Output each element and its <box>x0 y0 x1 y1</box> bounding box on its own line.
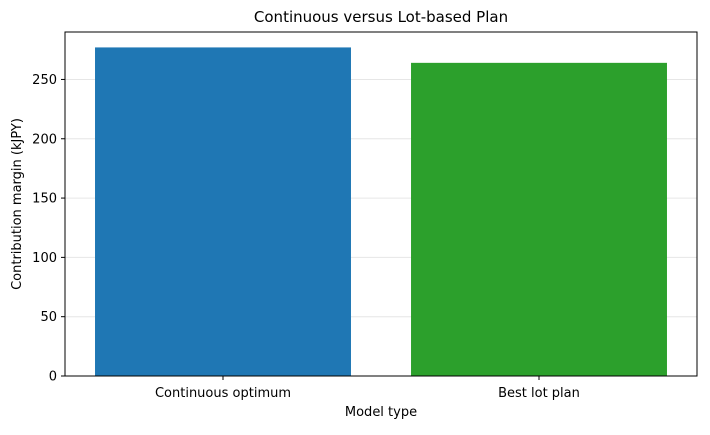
axes <box>64 31 698 377</box>
x-tick-label: Best lot plan <box>498 386 580 401</box>
y-ticks: 0 50 100 150 200 250 <box>32 73 65 385</box>
chart-title: Continuous versus Lot-based Plan <box>254 8 508 26</box>
bar-continuous-optimum <box>95 47 351 377</box>
bars <box>95 47 667 377</box>
y-tick-label: 150 <box>32 192 57 207</box>
y-tick-label: 200 <box>32 132 57 147</box>
x-axis-label: Model type <box>345 405 417 420</box>
y-axis-label: Contribution margin (kJPY) <box>10 118 25 290</box>
plot-frame <box>64 31 698 377</box>
y-tick-label: 250 <box>32 73 57 88</box>
bar-best-lot-plan <box>411 62 667 377</box>
y-tick-label: 50 <box>40 310 57 325</box>
y-tick-label: 0 <box>49 370 57 385</box>
x-ticks: Continuous optimum Best lot plan <box>155 376 580 401</box>
y-tick-label: 100 <box>32 251 57 266</box>
x-tick-label: Continuous optimum <box>155 386 291 401</box>
